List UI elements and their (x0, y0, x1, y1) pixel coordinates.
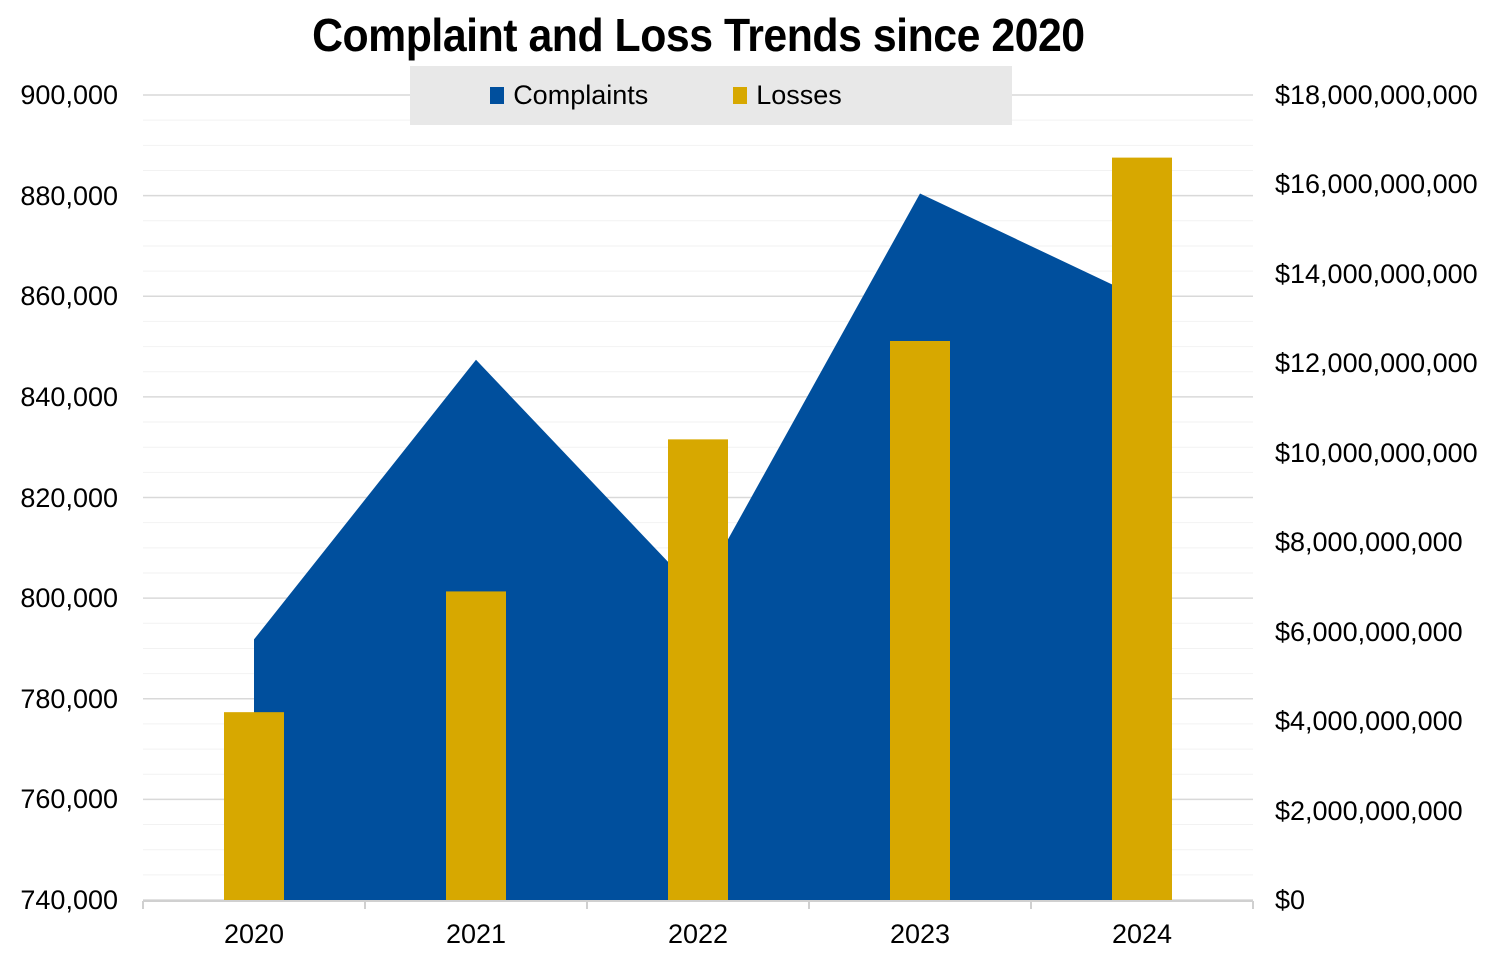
right-axis-tick-label: $4,000,000,000 (1275, 706, 1463, 737)
right-axis-tick-label: $6,000,000,000 (1275, 616, 1463, 647)
left-axis-tick-label: 800,000 (20, 583, 118, 614)
right-axis-tick-label: $12,000,000,000 (1275, 348, 1478, 379)
right-axis-tick-label: $8,000,000,000 (1275, 527, 1463, 558)
legend-label-losses: Losses (756, 80, 842, 110)
left-axis-tick-label: 880,000 (20, 180, 118, 211)
left-axis-tick-label: 780,000 (20, 683, 118, 714)
losses-swatch-icon (733, 87, 748, 104)
x-axis-category-label: 2022 (667, 919, 729, 949)
losses-bar-2023 (890, 340, 950, 900)
losses-bar-2021 (446, 591, 506, 900)
losses-bar-2020 (224, 712, 284, 900)
legend-item-losses: Losses (733, 82, 842, 109)
legend-label-complaints: Complaints (513, 80, 649, 110)
complaints-swatch-icon (490, 87, 505, 104)
x-axis-category-label: 2024 (1111, 919, 1173, 949)
x-axis-category-label: 2021 (445, 919, 507, 949)
x-axis-category-label: 2020 (223, 919, 285, 949)
right-axis-tick-label: $14,000,000,000 (1275, 258, 1478, 289)
right-axis-tick-label: $10,000,000,000 (1275, 437, 1478, 468)
left-axis-tick-label: 860,000 (20, 281, 118, 312)
left-axis-tick-label: 900,000 (20, 80, 118, 110)
chart-title: Complaint and Loss Trends since 2020 (0, 8, 1396, 62)
left-axis-tick-label: 760,000 (20, 784, 118, 815)
legend: Complaints Losses (410, 66, 1012, 125)
x-axis-category-label: 2023 (889, 919, 951, 949)
right-axis-tick-label: $18,000,000,000 (1275, 80, 1478, 110)
left-axis-tick-label: 840,000 (20, 381, 118, 412)
right-axis-tick-label: $0 (1275, 885, 1306, 915)
losses-bar-2024 (1112, 157, 1172, 901)
chart-title-text: Complaint and Loss Trends since 2020 (311, 9, 1085, 61)
left-axis-tick-label: 740,000 (20, 885, 118, 915)
right-axis-tick-label: $16,000,000,000 (1275, 169, 1478, 200)
losses-bar-2022 (668, 439, 728, 900)
legend-item-complaints: Complaints (490, 82, 648, 109)
right-axis-tick-label: $2,000,000,000 (1275, 795, 1463, 826)
left-axis-tick-label: 820,000 (20, 482, 118, 513)
